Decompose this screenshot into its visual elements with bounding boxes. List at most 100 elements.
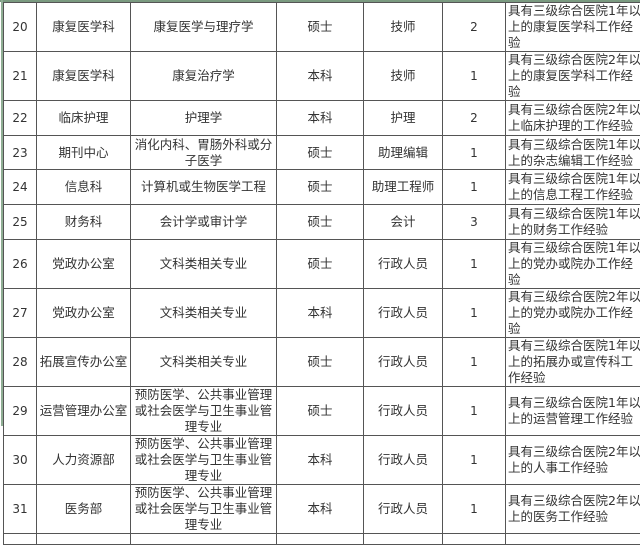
row-number-cell: 28 <box>4 337 37 386</box>
requirement-cell: 具有三级综合医院1年以上的财务工作经验 <box>506 205 640 240</box>
department-cell: 康复医学科 <box>37 52 131 101</box>
requirement-cell: 具有三级综合医院2年以上的康复医学科工作经验 <box>506 52 640 101</box>
education-cell: 本科 <box>277 52 364 101</box>
position-cell: 行政人员 <box>364 484 443 533</box>
major-cell: 计算机或生物医学工程 <box>131 170 277 205</box>
major-cell: 文科类相关专业 <box>131 239 277 288</box>
education-cell: 硕士 <box>277 170 364 205</box>
major-cell: 文科类相关专业 <box>131 337 277 386</box>
row-number-cell: 23 <box>4 135 37 170</box>
position-cell: 行政人员 <box>364 435 443 484</box>
department-cell: 临床护理 <box>37 101 131 136</box>
position-cell: 会计 <box>364 205 443 240</box>
department-cell: 党政办公室 <box>37 239 131 288</box>
requirement-cell: 具有三级综合医院1年以上的康复医学科工作经验 <box>506 3 640 52</box>
table-row-partial <box>4 533 640 544</box>
education-cell: 本科 <box>277 435 364 484</box>
requirement-cell: 具有三级综合医院1年以上的杂志编辑工作经验 <box>506 135 640 170</box>
headcount-cell: 3 <box>443 205 506 240</box>
headcount-cell: 1 <box>443 135 506 170</box>
department-cell: 医务部 <box>37 484 131 533</box>
education-cell: 硕士 <box>277 135 364 170</box>
requirement-cell: 具有三级综合医院2年以上临床护理的工作经验 <box>506 101 640 136</box>
department-cell: 财务科 <box>37 205 131 240</box>
department-cell: 拓展宣传办公室 <box>37 337 131 386</box>
row-number-cell: 25 <box>4 205 37 240</box>
headcount-cell: 1 <box>443 288 506 337</box>
major-cell: 文科类相关专业 <box>131 288 277 337</box>
position-cell: 护理 <box>364 101 443 136</box>
empty-cell <box>277 533 364 544</box>
empty-cell <box>364 533 443 544</box>
major-cell: 消化内科、胃肠外科或分子医学 <box>131 135 277 170</box>
row-number-cell: 22 <box>4 101 37 136</box>
row-number-cell: 30 <box>4 435 37 484</box>
empty-cell <box>37 533 131 544</box>
empty-cell <box>131 533 277 544</box>
requirement-cell: 具有三级综合医院2年以上的医务工作经验 <box>506 484 640 533</box>
requirement-cell: 具有三级综合医院1年以上的党办或院办工作经验 <box>506 239 640 288</box>
requirement-cell: 具有三级综合医院1年以上的运营管理工作经验 <box>506 386 640 435</box>
row-number-cell: 21 <box>4 52 37 101</box>
position-cell: 助理工程师 <box>364 170 443 205</box>
headcount-cell: 1 <box>443 239 506 288</box>
position-cell: 技师 <box>364 3 443 52</box>
department-cell: 人力资源部 <box>37 435 131 484</box>
row-number-cell: 24 <box>4 170 37 205</box>
education-cell: 本科 <box>277 484 364 533</box>
empty-cell <box>443 533 506 544</box>
education-cell: 硕士 <box>277 239 364 288</box>
requirement-cell: 具有三级综合医院2年以上的党办或院办工作经验 <box>506 288 640 337</box>
education-cell: 本科 <box>277 101 364 136</box>
row-number-cell: 27 <box>4 288 37 337</box>
requirement-cell: 具有三级综合医院2年以上的人事工作经验 <box>506 435 640 484</box>
row-number-cell: 29 <box>4 386 37 435</box>
position-cell: 行政人员 <box>364 288 443 337</box>
major-cell: 护理学 <box>131 101 277 136</box>
position-cell: 行政人员 <box>364 386 443 435</box>
department-cell: 期刊中心 <box>37 135 131 170</box>
headcount-cell: 1 <box>443 386 506 435</box>
row-number-cell: 26 <box>4 239 37 288</box>
education-cell: 硕士 <box>277 386 364 435</box>
headcount-cell: 1 <box>443 52 506 101</box>
major-cell: 预防医学、公共事业管理或社会医学与卫生事业管理专业 <box>131 435 277 484</box>
headcount-cell: 1 <box>443 484 506 533</box>
department-cell: 康复医学科 <box>37 3 131 52</box>
headcount-cell: 1 <box>443 170 506 205</box>
major-cell: 康复医学与理疗学 <box>131 3 277 52</box>
education-cell: 本科 <box>277 288 364 337</box>
education-cell: 硕士 <box>277 337 364 386</box>
requirement-cell: 具有三级综合医院1年以上的信息工程工作经验 <box>506 170 640 205</box>
major-cell: 预防医学、公共事业管理或社会医学与卫生事业管理专业 <box>131 386 277 435</box>
requirement-cell: 具有三级综合医院1年以上的拓展办或宣传科工作经验 <box>506 337 640 386</box>
department-cell: 党政办公室 <box>37 288 131 337</box>
position-cell: 行政人员 <box>364 239 443 288</box>
row-number-cell: 31 <box>4 484 37 533</box>
education-cell: 硕士 <box>277 205 364 240</box>
headcount-cell: 1 <box>443 435 506 484</box>
position-cell: 技师 <box>364 52 443 101</box>
major-cell: 会计学或审计学 <box>131 205 277 240</box>
position-cell: 助理编辑 <box>364 135 443 170</box>
headcount-cell: 2 <box>443 3 506 52</box>
department-cell: 运营管理办公室 <box>37 386 131 435</box>
department-cell: 信息科 <box>37 170 131 205</box>
headcount-cell: 1 <box>443 337 506 386</box>
empty-cell <box>506 533 640 544</box>
position-cell: 行政人员 <box>364 337 443 386</box>
major-cell: 康复治疗学 <box>131 52 277 101</box>
empty-cell <box>4 533 37 544</box>
